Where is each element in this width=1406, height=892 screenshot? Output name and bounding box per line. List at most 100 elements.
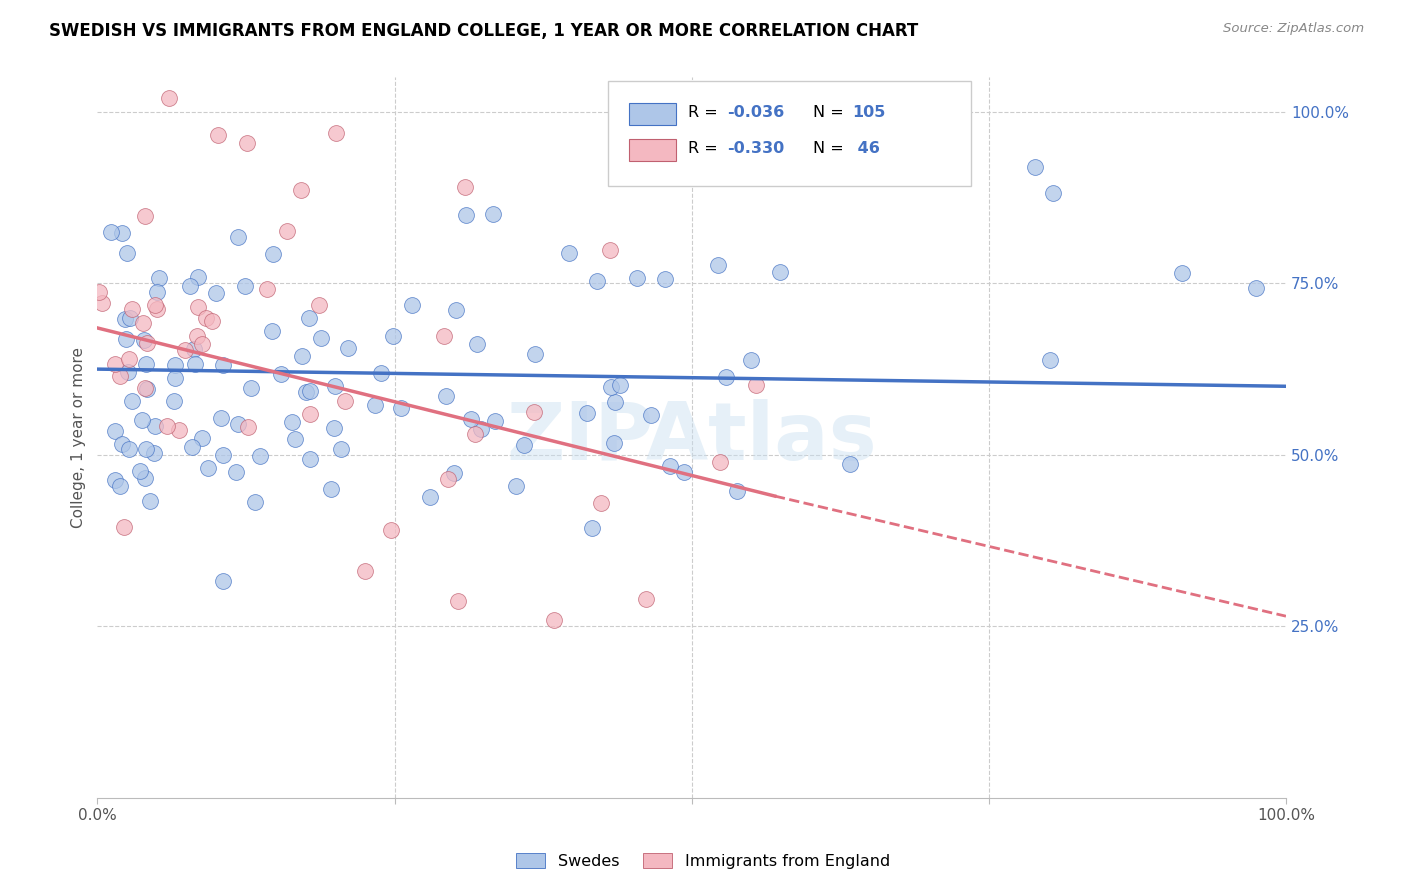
Point — [180, 440, 202, 454]
Text: N =: N = — [813, 104, 849, 120]
Point — [187, 269, 209, 284]
Point — [370, 367, 392, 381]
Point — [134, 381, 156, 395]
Point — [465, 337, 488, 351]
Point — [110, 479, 132, 493]
Point — [134, 209, 156, 223]
Point — [104, 357, 127, 371]
Point — [111, 226, 134, 240]
Point — [136, 336, 159, 351]
Point — [87, 285, 110, 299]
Point — [104, 473, 127, 487]
Point — [325, 127, 347, 141]
Y-axis label: College, 1 year or more: College, 1 year or more — [72, 347, 86, 528]
Point — [115, 246, 138, 260]
Point — [179, 278, 201, 293]
Point — [329, 442, 352, 456]
Point — [419, 491, 441, 505]
Point — [523, 405, 546, 419]
Point — [470, 422, 492, 436]
Point — [319, 482, 342, 496]
Point — [1039, 353, 1062, 368]
Point — [291, 349, 314, 363]
Point — [240, 381, 263, 395]
Point — [433, 329, 456, 343]
Point — [626, 271, 648, 285]
Point — [769, 265, 792, 279]
Point — [281, 415, 304, 429]
Point — [108, 368, 131, 383]
Point — [194, 311, 217, 326]
Point — [201, 314, 224, 328]
FancyBboxPatch shape — [628, 103, 676, 125]
Point — [233, 279, 256, 293]
Point — [298, 311, 321, 326]
Point — [256, 283, 278, 297]
Point — [454, 180, 477, 194]
Point — [290, 183, 312, 197]
Point — [157, 91, 180, 105]
Point — [336, 342, 359, 356]
Point — [212, 358, 235, 372]
Point — [323, 379, 346, 393]
Point — [238, 420, 260, 434]
Point — [654, 272, 676, 286]
Point — [839, 457, 862, 471]
Point — [117, 365, 139, 379]
Point — [456, 208, 478, 222]
Point — [103, 425, 125, 439]
Point — [90, 296, 112, 310]
FancyBboxPatch shape — [628, 139, 676, 161]
Point — [602, 436, 624, 450]
Point — [132, 333, 155, 347]
Point — [118, 442, 141, 456]
Point — [382, 329, 405, 343]
Point — [145, 298, 167, 312]
Text: SWEDISH VS IMMIGRANTS FROM ENGLAND COLLEGE, 1 YEAR OR MORE CORRELATION CHART: SWEDISH VS IMMIGRANTS FROM ENGLAND COLLE… — [49, 22, 918, 40]
Point — [586, 274, 609, 288]
Point — [1244, 281, 1267, 295]
Point — [225, 465, 247, 479]
Point — [640, 408, 662, 422]
Point — [186, 300, 208, 314]
Point — [1042, 186, 1064, 201]
Point — [447, 593, 470, 607]
Point — [659, 458, 682, 473]
Point — [236, 136, 259, 151]
Point — [298, 407, 321, 421]
Point — [143, 418, 166, 433]
Point — [364, 398, 387, 412]
Point — [311, 331, 333, 345]
Point — [725, 483, 748, 498]
Point — [298, 384, 321, 398]
Point — [401, 298, 423, 312]
Point — [446, 303, 468, 318]
Point — [243, 495, 266, 509]
Point — [129, 464, 152, 478]
Point — [131, 413, 153, 427]
Point — [134, 471, 156, 485]
Point — [100, 225, 122, 239]
Point — [1024, 160, 1046, 174]
Text: R =: R = — [688, 141, 723, 155]
Point — [226, 229, 249, 244]
Point — [262, 247, 284, 261]
Point — [207, 128, 229, 143]
Point — [308, 298, 330, 312]
Point — [714, 370, 737, 384]
Point — [112, 519, 135, 533]
Point — [143, 446, 166, 460]
Text: 105: 105 — [852, 104, 886, 120]
Point — [434, 389, 457, 403]
Point — [284, 432, 307, 446]
Point — [709, 455, 731, 469]
Point — [484, 414, 506, 428]
Point — [226, 417, 249, 432]
Point — [581, 521, 603, 535]
Point — [323, 420, 346, 434]
Point — [575, 406, 598, 420]
Text: -0.330: -0.330 — [727, 141, 785, 155]
Point — [464, 427, 486, 442]
Point — [148, 271, 170, 285]
Point — [114, 312, 136, 326]
